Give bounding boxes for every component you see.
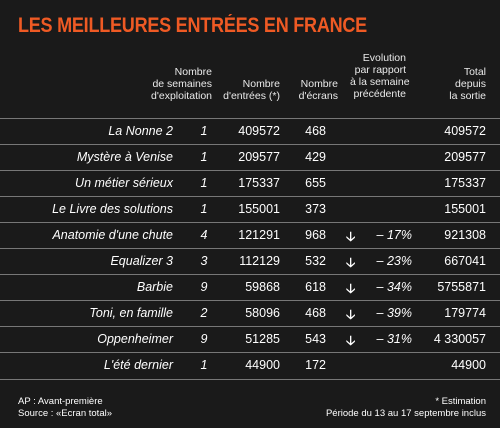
total-value: 155001 <box>444 202 486 216</box>
weeks-value: 1 <box>200 150 208 164</box>
screens-value: 172 <box>305 358 326 372</box>
film-title: Barbie <box>136 280 173 294</box>
total-value: 667041 <box>444 254 486 268</box>
table-row: La Nonne 2 1 409572 468 409572 <box>0 118 500 145</box>
entries-value: 155001 <box>238 202 280 216</box>
table-row: Toni, en famille 2 58096 468 🡣 – 39% 179774 <box>0 300 500 327</box>
table-row: Un métier sérieux 1 175337 655 175337 <box>0 170 500 197</box>
header-total-line: la sortie <box>449 90 486 102</box>
header-evolution-line: Evolution <box>362 52 406 64</box>
header-evolution-line: à la semaine <box>350 76 410 88</box>
screens-value: 468 <box>305 124 326 138</box>
header-total-line: depuis <box>455 78 486 90</box>
header-weeks-line: de semaines <box>152 78 212 90</box>
table-row: Le Livre des solutions 1 155001 373 155001 <box>0 196 500 223</box>
film-title: L'été dernier <box>103 358 173 372</box>
total-value: 44900 <box>451 358 486 372</box>
entries-value: 121291 <box>238 228 280 242</box>
total-value: 4 330057 <box>433 332 486 346</box>
film-title: Equalizer 3 <box>110 254 173 268</box>
weeks-value: 1 <box>200 202 208 216</box>
table-row: L'été dernier 1 44900 172 44900 <box>0 352 500 380</box>
total-value: 179774 <box>444 306 486 320</box>
entries-value: 112129 <box>239 254 280 268</box>
screens-value: 543 <box>305 332 326 346</box>
header-screens-line: Nombre <box>300 78 338 90</box>
evolution-value: – 31% <box>376 332 412 346</box>
film-title: Toni, en famille <box>89 306 173 320</box>
header-entries-line: Nombre <box>242 78 280 90</box>
evolution-value: – 39% <box>376 306 412 320</box>
total-value: 921308 <box>444 228 486 242</box>
entries-value: 409572 <box>238 124 280 138</box>
total-value: 409572 <box>444 124 486 138</box>
film-title: Oppenheimer <box>97 332 173 346</box>
entries-value: 44900 <box>245 358 280 372</box>
down-arrow-icon: 🡣 <box>346 333 356 348</box>
entries-value: 51285 <box>245 332 280 346</box>
down-arrow-icon: 🡣 <box>346 255 356 270</box>
header-total: Total depuis la sortie <box>420 66 486 102</box>
entries-value: 209577 <box>238 150 280 164</box>
weeks-value: 3 <box>200 254 208 268</box>
screens-value: 429 <box>305 150 326 164</box>
header-weeks: Nombre de semaines d'exploitation <box>150 66 212 102</box>
evolution-value: – 23% <box>376 254 412 268</box>
page-title: LES MEILLEURES ENTRÉES EN FRANCE <box>18 14 367 37</box>
weeks-value: 4 <box>200 228 208 242</box>
screens-value: 373 <box>305 202 326 216</box>
film-title: Un métier sérieux <box>75 176 173 190</box>
weeks-value: 1 <box>200 124 208 138</box>
header-weeks-line: Nombre <box>174 66 212 78</box>
table-row: Barbie 9 59868 618 🡣 – 34% 5755871 <box>0 274 500 301</box>
entries-value: 58096 <box>245 306 280 320</box>
screens-value: 532 <box>305 254 326 268</box>
weeks-value: 1 <box>200 176 208 190</box>
entries-value: 175337 <box>238 176 280 190</box>
footer-notes: AP : Avant-première Source : «Ecran tota… <box>18 396 112 420</box>
header-entries: Nombre d'entrées (*) <box>214 78 280 102</box>
header-evolution-line: précédente <box>353 88 406 100</box>
table-row: Anatomie d'une chute 4 121291 968 🡣 – 17% 9213… <box>0 222 500 249</box>
screens-value: 618 <box>305 280 326 294</box>
weeks-value: 9 <box>200 332 208 346</box>
entries-value: 59868 <box>245 280 280 294</box>
header-screens: Nombre d'écrans <box>292 78 338 102</box>
screens-value: 968 <box>305 228 326 242</box>
total-value: 209577 <box>444 150 486 164</box>
down-arrow-icon: 🡣 <box>346 307 356 322</box>
table-row: Mystère à Venise 1 209577 429 209577 <box>0 144 500 171</box>
table-row: Equalizer 3 3 112129 532 🡣 – 23% 667041 <box>0 248 500 275</box>
footer-estimation: * Estimation <box>435 396 486 407</box>
table-row: Oppenheimer 9 51285 543 🡣 – 31% 4 330057 <box>0 326 500 353</box>
film-title: La Nonne 2 <box>108 124 173 138</box>
footer-note: AP : Avant-première <box>18 396 103 407</box>
screens-value: 468 <box>305 306 326 320</box>
header-entries-line: d'entrées (*) <box>223 90 280 102</box>
film-title: Anatomie d'une chute <box>52 228 173 242</box>
weeks-value: 9 <box>200 280 208 294</box>
header-weeks-line: d'exploitation <box>151 90 212 102</box>
down-arrow-icon: 🡣 <box>346 281 356 296</box>
total-value: 175337 <box>444 176 486 190</box>
header-evolution: Evolution par rapport à la semaine précé… <box>350 52 410 100</box>
weeks-value: 2 <box>200 306 208 320</box>
evolution-value: – 34% <box>376 280 412 294</box>
total-value: 5755871 <box>437 280 486 294</box>
film-title: Le Livre des solutions <box>52 202 173 216</box>
evolution-value: – 17% <box>376 228 412 242</box>
weeks-value: 1 <box>200 358 208 372</box>
header-total-line: Total <box>463 66 486 78</box>
footer-period: * Estimation Période du 13 au 17 septemb… <box>326 396 486 420</box>
header-screens-line: d'écrans <box>298 90 338 102</box>
down-arrow-icon: 🡣 <box>346 229 356 244</box>
header-evolution-line: par rapport <box>354 64 406 76</box>
film-title: Mystère à Venise <box>76 150 173 164</box>
screens-value: 655 <box>305 176 326 190</box>
footer-source: Source : «Ecran total» <box>18 408 112 419</box>
footer-period-text: Période du 13 au 17 septembre inclus <box>325 408 486 419</box>
